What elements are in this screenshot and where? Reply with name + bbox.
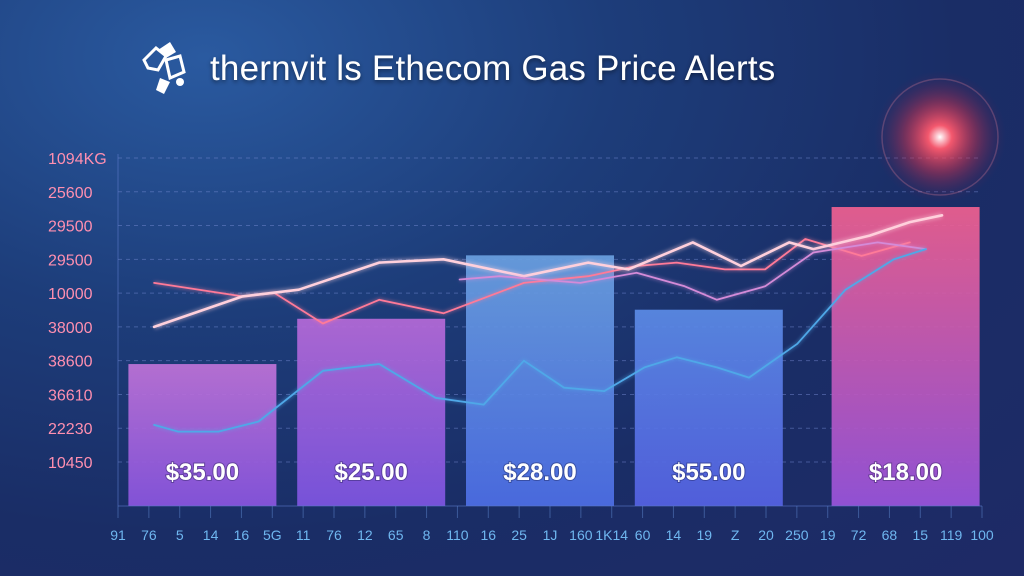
y-tick-label-4: 10000 [48, 286, 93, 303]
y-tick-label-5: 38000 [48, 320, 93, 337]
alert-glow [874, 71, 1006, 203]
bar-value-label-3: $55.00 [672, 459, 745, 486]
chart-header: thernvit ls Ethecom Gas Price Alerts [136, 34, 896, 104]
y-tick-label-2: 29500 [48, 219, 93, 236]
x-tick-label-9: 65 [388, 527, 404, 543]
alert-glow-marker [874, 71, 1006, 203]
series-line-1 [152, 214, 944, 329]
x-tick-label-28: 100 [970, 527, 994, 543]
x-axis: 91 76 5 14 16 5G 11 76 12 65 8 110 16 25 1J 160 1K14 60 14… [110, 505, 994, 543]
x-tick-label-21: 20 [758, 527, 774, 543]
x-tick-label-19: 19 [696, 527, 712, 543]
x-tick-label-24: 72 [851, 527, 867, 543]
x-tick-label-8: 12 [357, 527, 373, 543]
bar-0 [128, 364, 277, 506]
y-tick-label-7: 36610 [48, 387, 93, 404]
x-tick-label-18: 14 [666, 527, 682, 543]
x-tick-label-20: Z [731, 527, 740, 543]
y-tick-label-8: 22230 [48, 421, 93, 438]
bar-value-label-4: $18.00 [869, 459, 942, 486]
x-tick-label-27: 119 [940, 527, 963, 543]
chart-lines [152, 212, 944, 434]
x-tick-label-17: 60 [635, 527, 651, 543]
x-tick-label-15: 160 [569, 527, 593, 543]
y-tick-label-3: 29500 [48, 252, 93, 269]
y-tick-label-9: 10450 [48, 455, 93, 472]
y-tick-label-6: 38600 [48, 354, 93, 371]
x-tick-label-16: 1K14 [595, 527, 628, 543]
x-tick-label-22: 250 [785, 527, 809, 543]
x-tick-label-14: 1J [543, 527, 558, 543]
bar-value-label-1: $25.00 [334, 459, 407, 486]
x-tick-label-5: 5G [263, 527, 282, 543]
x-tick-label-25: 68 [882, 527, 898, 543]
x-tick-label-6: 11 [296, 527, 311, 543]
x-tick-label-13: 25 [511, 527, 527, 543]
chart-title: thernvit ls Ethecom Gas Price Alerts [210, 49, 776, 88]
y-tick-label-1: 25600 [48, 185, 93, 202]
x-tick-label-23: 19 [820, 527, 836, 543]
ethereum-bell-icon [142, 42, 186, 94]
x-tick-label-3: 14 [203, 527, 219, 543]
bar-value-label-0: $35.00 [166, 459, 239, 486]
bar-1 [297, 318, 446, 506]
series-line-0 [153, 238, 911, 325]
x-tick-label-0: 91 [110, 527, 126, 543]
x-tick-label-26: 15 [912, 527, 928, 543]
x-tick-label-2: 5 [176, 527, 184, 543]
x-tick-label-12: 16 [480, 527, 496, 543]
alert-glow-ring [881, 78, 999, 196]
bar-3 [634, 309, 783, 506]
series-line-3 [153, 248, 927, 433]
bar-value-labels: $35.00 $25.00 $28.00 $55.00 $18.00 [165, 458, 944, 487]
x-tick-label-7: 76 [326, 527, 342, 543]
x-tick-label-11: 110 [446, 527, 469, 543]
y-axis: 1094KG 25600 29500 29500 10000 38000 38600 3661… [48, 151, 119, 506]
y-tick-label-0: 1094KG [48, 151, 107, 168]
x-tick-label-1: 76 [141, 527, 157, 543]
series-line-2 [458, 241, 927, 301]
x-tick-label-10: 8 [423, 527, 431, 543]
x-tick-label-4: 16 [234, 527, 250, 543]
bar-value-label-2: $28.00 [503, 459, 576, 486]
